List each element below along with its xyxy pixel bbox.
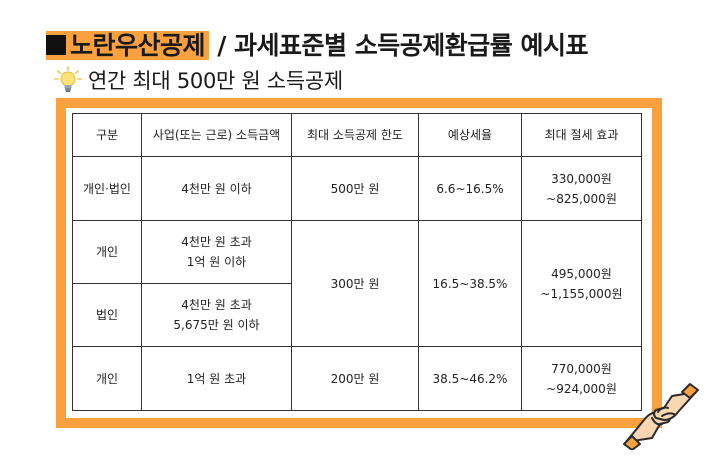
- column-header-saving: 최대 절세 효과: [521, 113, 642, 157]
- row-saving-line: ~1,155,000원: [540, 286, 623, 301]
- row-income: 4천만 원 초과 5,675만 원 이하: [141, 283, 292, 347]
- row-saving: 770,000원 ~924,000원: [521, 346, 642, 411]
- row-saving-line: 770,000원: [551, 361, 612, 376]
- column-header-income: 사업(또는 근로) 소득금액: [141, 113, 292, 157]
- table-row: 법인 4천만 원 초과 5,675만 원 이하: [72, 283, 642, 347]
- row-category: 법인: [72, 283, 142, 347]
- row-income-line: 4천만 원 초과: [181, 298, 252, 312]
- row-saving: 330,000원 ~825,000원: [521, 156, 642, 221]
- row-saving: 495,000원 ~1,155,000원: [521, 220, 642, 347]
- title-rest: / 과세표준별 소득공제환급률 예시표: [209, 31, 588, 60]
- table-header-row: 구분 사업(또는 근로) 소득금액 최대 소득공제 한도 예상세율 최대 절세 …: [72, 113, 642, 157]
- row-category: 개인: [72, 346, 142, 411]
- row-category: 개인: [72, 220, 142, 284]
- row-income-line: 1억 원 이하: [186, 255, 247, 269]
- row-rate: 38.5~46.2%: [418, 346, 522, 411]
- column-header-rate: 예상세율: [418, 113, 522, 157]
- table-row: 개인 1억 원 초과 200만 원 38.5~46.2% 770,000원 ~9…: [72, 346, 642, 411]
- handshake-icon: [623, 383, 699, 450]
- title-highlight-text: 노란우산공제: [70, 31, 206, 60]
- row-income-line: 4천만 원 초과: [181, 235, 252, 249]
- row-income: 1억 원 초과: [141, 346, 292, 411]
- tax-deduction-table: 구분 사업(또는 근로) 소득금액 최대 소득공제 한도 예상세율 최대 절세 …: [72, 113, 642, 411]
- row-income-line: 1억 원 초과: [186, 371, 247, 386]
- row-rate: 6.6~16.5%: [418, 156, 522, 221]
- title-highlight: 노란우산공제: [46, 31, 210, 60]
- table-row: 개인·법인 4천만 원 이하 500만 원 6.6~16.5% 330,000원…: [72, 156, 642, 221]
- row-limit: 200만 원: [291, 346, 419, 411]
- row-income: 4천만 원 초과 1억 원 이하: [141, 220, 292, 284]
- subtitle: 연간 최대 500만 원 소득공제: [54, 66, 343, 96]
- row-limit: 500만 원: [291, 156, 419, 221]
- row-saving-line: 330,000원: [551, 171, 612, 186]
- column-header-category: 구분: [72, 113, 142, 157]
- row-income-line: 5,675만 원 이하: [173, 318, 260, 332]
- table-row: 개인 4천만 원 초과 1억 원 이하 300만 원 16.5~38.5% 49…: [72, 220, 642, 347]
- light-bulb-icon: [54, 66, 82, 92]
- row-saving-line: 495,000원: [551, 266, 612, 281]
- square-bullet-icon: [46, 35, 66, 55]
- row-saving-line: ~825,000원: [546, 191, 617, 206]
- page-title: 노란우산공제 / 과세표준별 소득공제환급률 예시표: [46, 28, 588, 64]
- row-income: 4천만 원 이하: [141, 156, 292, 221]
- row-limit: 300만 원: [291, 220, 419, 347]
- row-category: 개인·법인: [72, 156, 142, 221]
- subtitle-text: 연간 최대 500만 원 소득공제: [88, 69, 343, 93]
- column-header-limit: 최대 소득공제 한도: [291, 113, 419, 157]
- row-rate: 16.5~38.5%: [418, 220, 522, 347]
- row-income-line: 4천만 원 이하: [181, 181, 252, 196]
- row-saving-line: ~924,000원: [546, 381, 617, 396]
